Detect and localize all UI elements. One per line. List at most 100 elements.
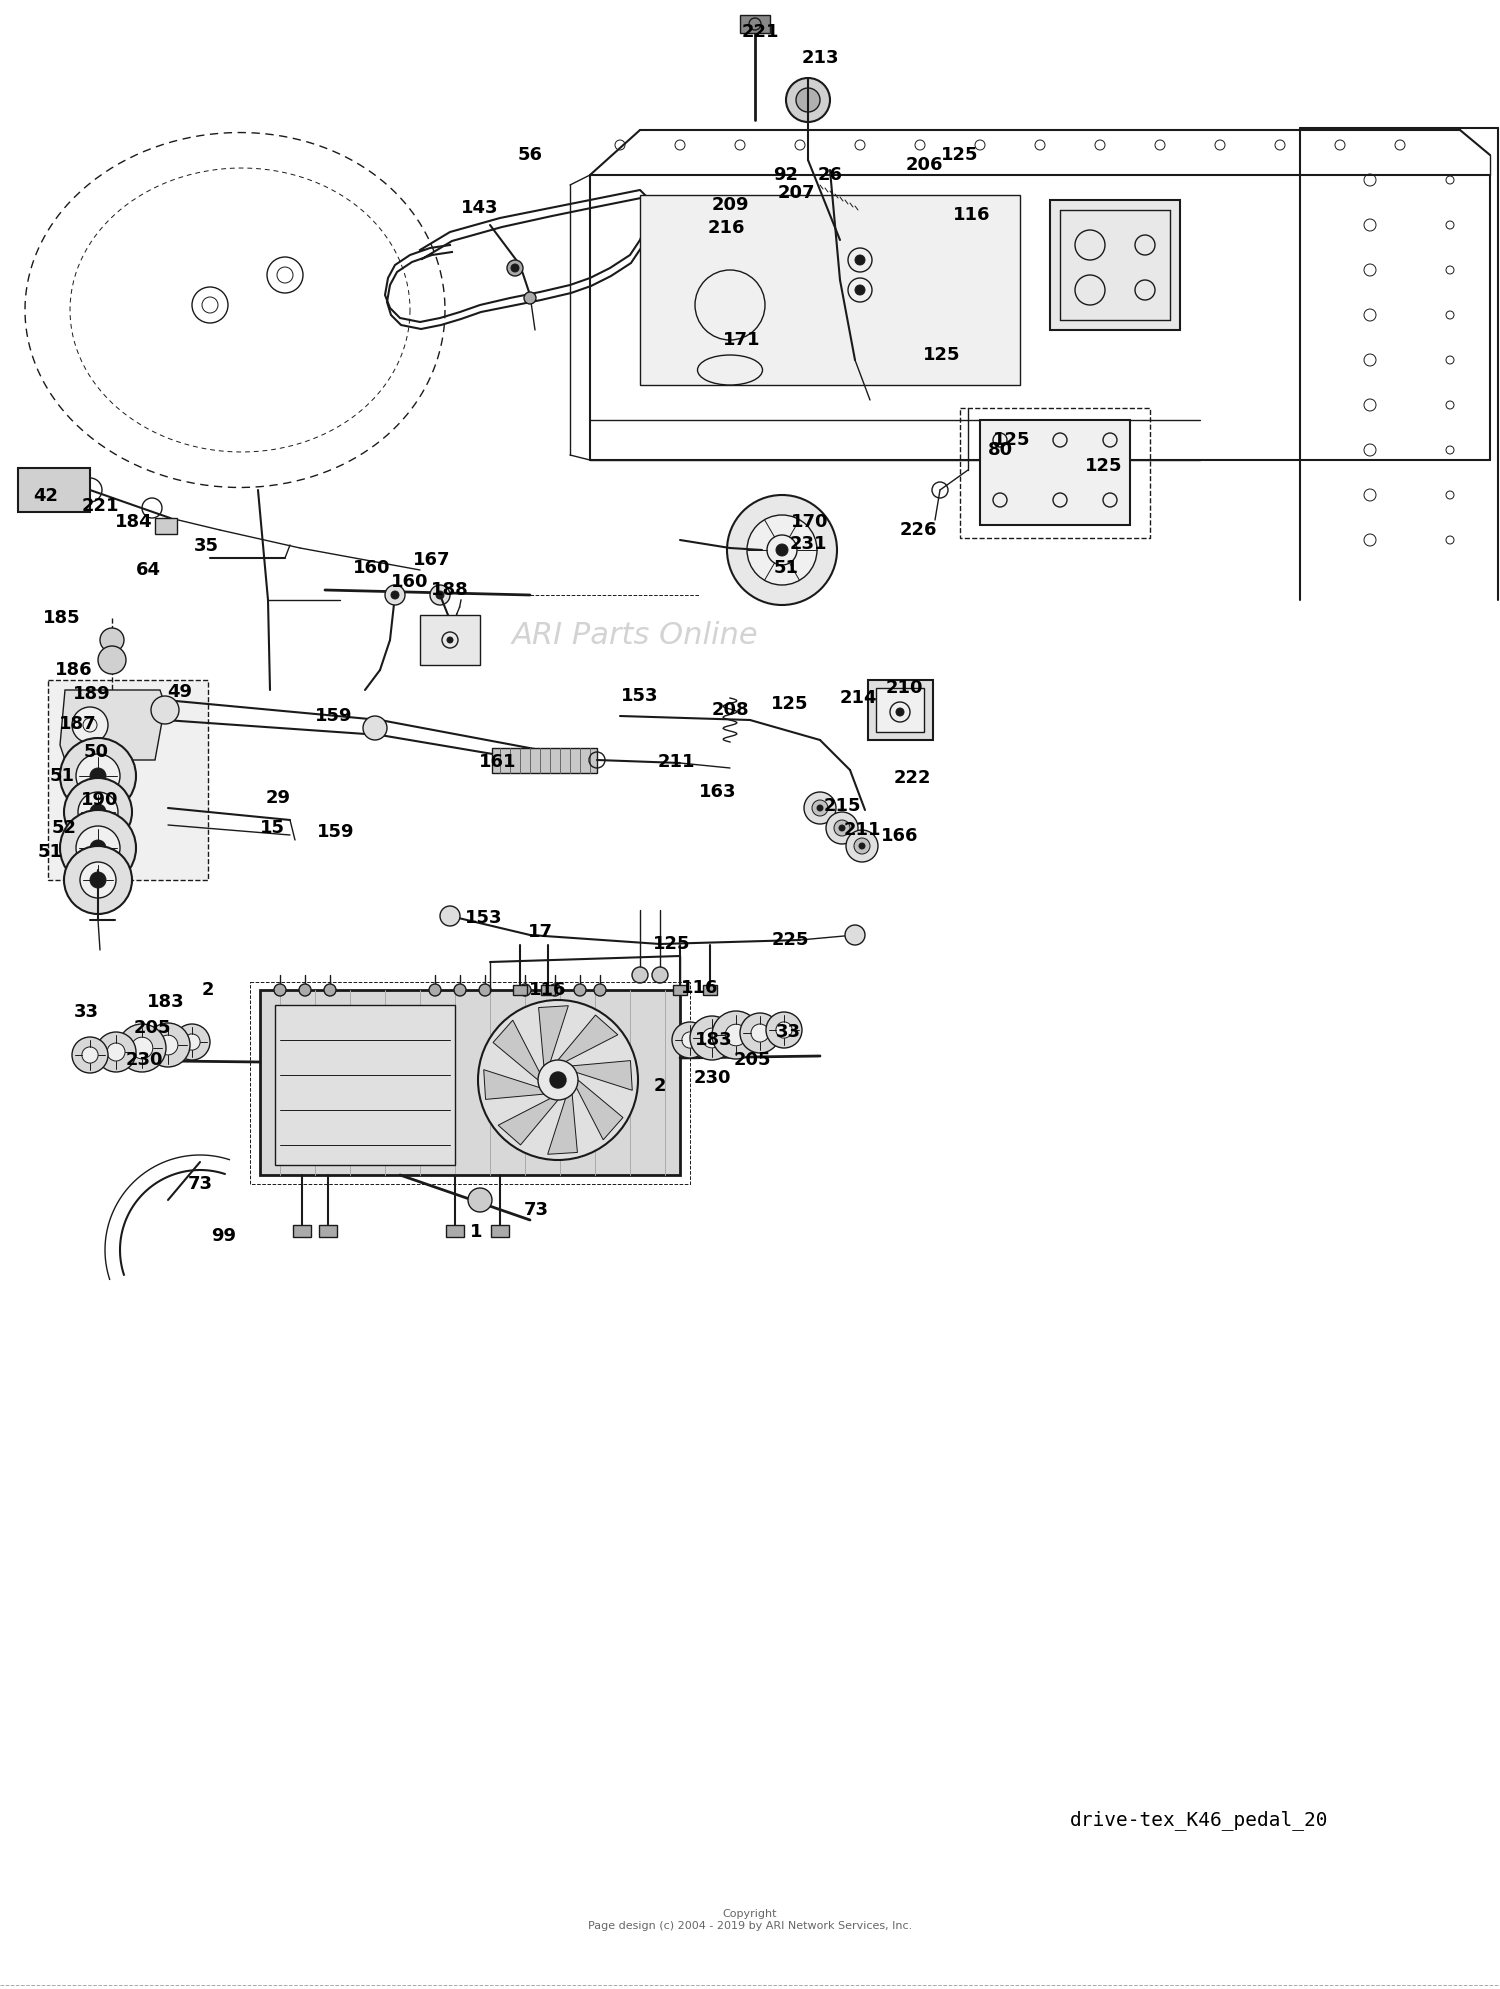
Text: 170: 170 bbox=[792, 513, 828, 531]
Circle shape bbox=[549, 985, 561, 996]
Bar bbox=[542, 985, 555, 994]
Circle shape bbox=[855, 284, 865, 294]
Text: 80: 80 bbox=[987, 442, 1012, 459]
Circle shape bbox=[429, 985, 441, 996]
Circle shape bbox=[454, 985, 466, 996]
Text: 160: 160 bbox=[392, 573, 429, 591]
Text: 183: 183 bbox=[694, 1030, 734, 1048]
Circle shape bbox=[896, 708, 904, 716]
Text: 125: 125 bbox=[942, 145, 978, 163]
Text: 49: 49 bbox=[168, 682, 192, 700]
Text: 2: 2 bbox=[654, 1076, 666, 1096]
Circle shape bbox=[846, 829, 877, 861]
Text: 208: 208 bbox=[711, 700, 748, 718]
Bar bbox=[1050, 201, 1180, 330]
Text: 125: 125 bbox=[654, 935, 690, 953]
Circle shape bbox=[130, 1036, 153, 1058]
Circle shape bbox=[524, 292, 536, 304]
Text: 50: 50 bbox=[84, 744, 108, 762]
Circle shape bbox=[694, 271, 765, 340]
Circle shape bbox=[690, 1016, 734, 1060]
Text: 216: 216 bbox=[708, 219, 744, 237]
Polygon shape bbox=[558, 1014, 618, 1062]
Circle shape bbox=[747, 515, 818, 585]
Text: 205: 205 bbox=[734, 1050, 771, 1068]
Bar bbox=[48, 680, 209, 879]
Circle shape bbox=[519, 985, 531, 996]
Text: 231: 231 bbox=[789, 535, 826, 553]
Text: 188: 188 bbox=[430, 581, 470, 599]
Circle shape bbox=[786, 78, 830, 121]
Circle shape bbox=[447, 636, 453, 642]
Circle shape bbox=[478, 1000, 638, 1160]
Text: 116: 116 bbox=[954, 207, 990, 225]
Ellipse shape bbox=[698, 354, 762, 386]
Polygon shape bbox=[538, 1006, 568, 1066]
Circle shape bbox=[766, 1012, 802, 1048]
Text: 153: 153 bbox=[465, 909, 503, 927]
Circle shape bbox=[72, 1036, 108, 1072]
Circle shape bbox=[468, 1187, 492, 1211]
Circle shape bbox=[82, 1046, 98, 1062]
Polygon shape bbox=[498, 1098, 558, 1146]
Bar bbox=[960, 408, 1150, 537]
Bar bbox=[640, 195, 1020, 386]
Circle shape bbox=[827, 812, 858, 843]
Circle shape bbox=[844, 925, 865, 945]
Circle shape bbox=[859, 843, 865, 849]
Text: 116: 116 bbox=[681, 979, 718, 996]
Text: 163: 163 bbox=[699, 784, 736, 802]
Circle shape bbox=[64, 778, 132, 845]
Circle shape bbox=[853, 837, 870, 853]
Text: 213: 213 bbox=[801, 50, 838, 68]
Circle shape bbox=[430, 585, 450, 605]
Circle shape bbox=[274, 985, 286, 996]
Circle shape bbox=[146, 1022, 190, 1066]
Text: 160: 160 bbox=[354, 559, 390, 577]
Bar bbox=[674, 985, 687, 994]
Text: 167: 167 bbox=[413, 551, 450, 569]
Circle shape bbox=[298, 985, 310, 996]
Circle shape bbox=[839, 825, 844, 831]
Text: 52: 52 bbox=[51, 819, 76, 837]
Bar bbox=[154, 517, 177, 533]
Text: 2: 2 bbox=[201, 981, 214, 998]
Text: 1: 1 bbox=[470, 1223, 483, 1241]
Circle shape bbox=[363, 716, 387, 740]
Circle shape bbox=[550, 1072, 566, 1088]
Circle shape bbox=[72, 706, 108, 744]
Text: 153: 153 bbox=[621, 686, 658, 704]
Bar bbox=[420, 615, 480, 664]
Circle shape bbox=[90, 871, 106, 887]
Circle shape bbox=[118, 1024, 166, 1072]
Bar bbox=[740, 16, 770, 34]
Polygon shape bbox=[572, 1060, 633, 1090]
Circle shape bbox=[90, 839, 106, 855]
Circle shape bbox=[324, 985, 336, 996]
Text: 190: 190 bbox=[81, 792, 118, 810]
Circle shape bbox=[796, 88, 820, 111]
Text: 189: 189 bbox=[74, 684, 111, 702]
Text: 183: 183 bbox=[147, 993, 184, 1010]
Circle shape bbox=[184, 1034, 200, 1050]
Circle shape bbox=[152, 696, 178, 724]
Text: 187: 187 bbox=[58, 714, 98, 734]
Text: 230: 230 bbox=[124, 1050, 162, 1068]
Text: 116: 116 bbox=[530, 981, 567, 998]
Text: 125: 125 bbox=[922, 346, 960, 364]
Circle shape bbox=[672, 1022, 708, 1058]
Text: 143: 143 bbox=[462, 199, 498, 217]
Polygon shape bbox=[574, 1080, 622, 1140]
Circle shape bbox=[712, 1010, 760, 1058]
Bar bbox=[18, 467, 90, 511]
Bar bbox=[876, 688, 924, 732]
Text: 29: 29 bbox=[266, 790, 291, 808]
Circle shape bbox=[98, 646, 126, 674]
Text: 186: 186 bbox=[56, 660, 93, 678]
Text: 125: 125 bbox=[771, 694, 808, 712]
Text: 125: 125 bbox=[993, 432, 1030, 450]
Circle shape bbox=[776, 1022, 792, 1038]
Circle shape bbox=[440, 907, 460, 927]
Text: 33: 33 bbox=[74, 1002, 99, 1020]
Circle shape bbox=[96, 1032, 136, 1072]
